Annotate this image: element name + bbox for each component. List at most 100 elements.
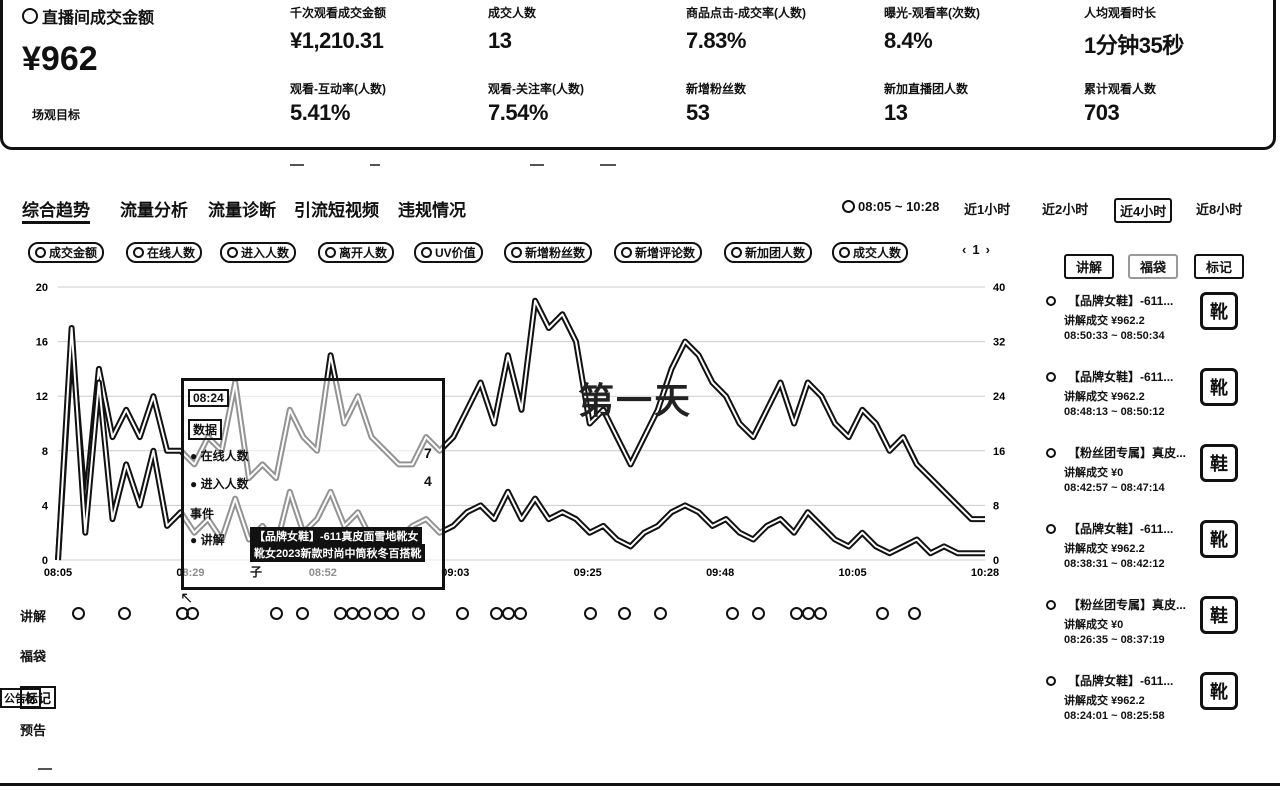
explain-marker[interactable] bbox=[618, 607, 631, 620]
side-tab-explain[interactable]: 讲解 bbox=[1064, 254, 1115, 279]
metric-value: 7.54% bbox=[488, 100, 548, 125]
explain-item[interactable]: 【品牌女鞋】-611... 讲解成交 ¥962.2 08:50:33 ~ 08:… bbox=[1040, 292, 1240, 354]
explain-item[interactable]: 【品牌女鞋】-611... 讲解成交 ¥962.2 08:48:13 ~ 08:… bbox=[1040, 368, 1240, 430]
tab-violations[interactable]: 违规情况 bbox=[398, 201, 466, 220]
x-tick: 10:28 bbox=[971, 567, 999, 579]
bullet-icon bbox=[1046, 372, 1056, 382]
bullet-icon bbox=[1046, 676, 1056, 686]
explain-marker[interactable] bbox=[386, 607, 399, 620]
marker-label: 公告区 bbox=[0, 688, 41, 708]
legend-label: 新增粉丝数 bbox=[525, 246, 586, 260]
tooltip-explain-label: ● 讲解 bbox=[190, 533, 225, 547]
row-label-preview: 预告 bbox=[20, 723, 47, 738]
explain-marker[interactable] bbox=[876, 607, 889, 620]
watermark-text: 第一天 bbox=[578, 380, 693, 421]
tab-overview-trend[interactable]: 综合趋势 bbox=[22, 196, 90, 224]
divider bbox=[290, 164, 304, 166]
explain-marker[interactable] bbox=[358, 607, 371, 620]
explain-marker[interactable] bbox=[654, 607, 667, 620]
chevron-left-icon[interactable]: ‹ bbox=[962, 242, 967, 257]
explain-marker[interactable] bbox=[296, 607, 309, 620]
tab-traffic-analysis[interactable]: 流量分析 bbox=[120, 201, 188, 220]
explain-marker[interactable] bbox=[412, 607, 425, 620]
legend-new-group[interactable]: 新加团人数 bbox=[724, 242, 813, 263]
legend-uv-value[interactable]: UV价值 bbox=[414, 242, 483, 263]
explain-marker[interactable] bbox=[514, 607, 527, 620]
tab-short-video[interactable]: 引流短视频 bbox=[294, 201, 379, 220]
product-thumbnail: 靴 bbox=[1200, 672, 1238, 710]
tab-traffic-diagnosis[interactable]: 流量诊断 bbox=[208, 201, 276, 220]
explain-marker[interactable] bbox=[726, 607, 739, 620]
tooltip-section-data: 数据 bbox=[188, 419, 223, 440]
side-tab-mark[interactable]: 标记 bbox=[1194, 254, 1245, 279]
divider bbox=[600, 164, 616, 166]
range-2h[interactable]: 近2小时 bbox=[1042, 202, 1089, 217]
range-4h[interactable]: 近4小时 bbox=[1114, 198, 1173, 223]
metrics-card bbox=[0, 0, 1276, 150]
side-tab-lucky-bag[interactable]: 福袋 bbox=[1128, 254, 1179, 279]
x-tick: 08:05 bbox=[44, 567, 72, 579]
explain-marker[interactable] bbox=[814, 607, 827, 620]
legend-label: 成交金额 bbox=[49, 246, 98, 260]
legend-new-comments[interactable]: 新增评论数 bbox=[614, 242, 703, 263]
explain-time: 08:50:33 ~ 08:50:34 bbox=[1064, 330, 1165, 342]
x-tick: 10:05 bbox=[839, 567, 867, 579]
legend-deal-count[interactable]: 成交人数 bbox=[832, 242, 909, 263]
tooltip-enter-label: ● 进入人数 bbox=[190, 477, 249, 491]
explain-marker[interactable] bbox=[752, 607, 765, 620]
legend-label: 在线人数 bbox=[147, 246, 196, 260]
metric-label: 千次观看成交金额 bbox=[290, 6, 387, 20]
explain-marker[interactable] bbox=[186, 607, 199, 620]
tooltip-enter-text: 进入人数 bbox=[200, 477, 249, 491]
bullet-icon bbox=[1046, 524, 1056, 534]
range-8h[interactable]: 近8小时 bbox=[1196, 202, 1243, 217]
explain-marker[interactable] bbox=[72, 607, 85, 620]
explain-marker[interactable] bbox=[456, 607, 469, 620]
legend-enter[interactable]: 进入人数 bbox=[220, 242, 297, 263]
range-1h[interactable]: 近1小时 bbox=[964, 202, 1011, 217]
explain-marker[interactable] bbox=[118, 607, 131, 620]
tooltip-explain-text: 讲解 bbox=[200, 533, 225, 547]
row-label-mark-text: 标记 bbox=[25, 691, 52, 706]
legend-label: 新增评论数 bbox=[635, 246, 696, 260]
dot-icon bbox=[325, 247, 336, 258]
tooltip-enter-value: 4 bbox=[424, 473, 432, 489]
explain-marker[interactable] bbox=[584, 607, 597, 620]
explain-marker[interactable] bbox=[270, 607, 283, 620]
metric-value: 53 bbox=[686, 100, 710, 125]
dot-icon bbox=[731, 247, 742, 258]
legend-gmv[interactable]: 成交金额 bbox=[28, 242, 105, 263]
explain-item[interactable]: 【粉丝团专属】真皮... 讲解成交 ¥0 08:26:35 ~ 08:37:19… bbox=[1040, 596, 1240, 658]
tooltip-explain-line2: 靴女2023新款时尚中筒秋冬百搭靴 bbox=[250, 544, 426, 562]
y-left-tick: 20 bbox=[36, 282, 48, 294]
chart-tooltip: 08:24 数据 ● 在线人数 7 ● 进入人数 4 事件 ● 讲解 【品牌女鞋… bbox=[181, 378, 445, 590]
metric-value: 5.41% bbox=[290, 100, 350, 125]
legend-leave[interactable]: 离开人数 bbox=[318, 242, 395, 263]
metric-value: 8.4% bbox=[884, 28, 933, 53]
clock-icon bbox=[842, 200, 855, 213]
legend-new-fans[interactable]: 新增粉丝数 bbox=[504, 242, 593, 263]
chevron-right-icon[interactable]: › bbox=[985, 242, 990, 257]
explain-item[interactable]: 【粉丝团专属】真皮... 讲解成交 ¥0 08:42:57 ~ 08:47:14… bbox=[1040, 444, 1240, 506]
explain-item[interactable]: 【品牌女鞋】-611... 讲解成交 ¥962.2 08:24:01 ~ 08:… bbox=[1040, 672, 1240, 734]
metric-value: 1分钟35秒 bbox=[1084, 33, 1184, 58]
explain-deal: 讲解成交 ¥962.2 bbox=[1064, 695, 1145, 707]
time-range-picker[interactable]: 08:05 ~ 10:28 bbox=[838, 198, 943, 215]
y-right-tick: 16 bbox=[993, 446, 1005, 458]
divider bbox=[370, 164, 380, 166]
explain-title: 【粉丝团专属】真皮... bbox=[1068, 446, 1187, 460]
legend-label: 新加团人数 bbox=[745, 246, 806, 260]
tooltip-online-label: ● 在线人数 bbox=[190, 449, 249, 463]
explain-deal: 讲解成交 ¥962.2 bbox=[1064, 315, 1145, 327]
explain-title: 【粉丝团专属】真皮... bbox=[1068, 598, 1187, 612]
explain-title: 【品牌女鞋】-611... bbox=[1068, 370, 1174, 384]
explain-time: 08:38:31 ~ 08:42:12 bbox=[1064, 558, 1165, 570]
trend-chart[interactable]: 204016321224816480008:0508:2908:5209:030… bbox=[0, 275, 1020, 585]
legend-label: 进入人数 bbox=[241, 246, 290, 260]
gmv-target-link[interactable]: 场观目标 bbox=[32, 108, 81, 122]
metric-label: 成交人数 bbox=[488, 6, 537, 20]
explain-item[interactable]: 【品牌女鞋】-611... 讲解成交 ¥962.2 08:38:31 ~ 08:… bbox=[1040, 520, 1240, 582]
y-right-tick: 0 bbox=[993, 555, 999, 567]
legend-online[interactable]: 在线人数 bbox=[126, 242, 203, 263]
explain-marker[interactable] bbox=[908, 607, 921, 620]
